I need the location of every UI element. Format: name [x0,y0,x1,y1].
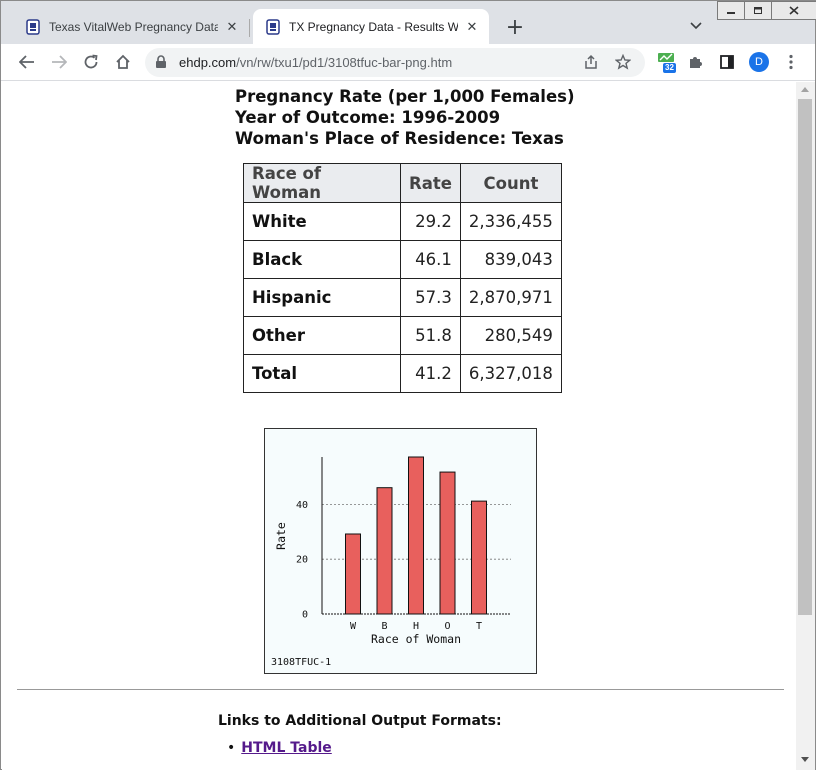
tab-title: TX Pregnancy Data - Results Win [289,19,458,34]
count-cell: 2,870,971 [459,278,562,317]
count-cell: 839,043 [459,240,562,279]
links-heading: Links to Additional Output Formats: [218,713,502,729]
forward-arrow-icon[interactable] [49,52,69,72]
rate-cell: 46.1 [400,240,461,279]
table-row: Total 41.2 6,327,018 [243,354,562,393]
scrollbar-thumb[interactable] [798,99,812,615]
side-panel-icon[interactable] [717,52,737,72]
bar-chart-svg: 0 20 40 W B H O T Race of Woman Rate 3108TFUC-1 [271,456,511,668]
extension-badge-count: 32 [663,63,676,73]
heading-line: Year of Outcome: 1996-2009 [235,108,501,127]
bar [471,500,487,615]
window-close-icon[interactable] [771,1,816,20]
y-tick-label: 40 [296,500,308,511]
column-header: Count [459,163,562,203]
row-label: Hispanic [243,278,401,317]
bar [439,471,456,615]
extensions-puzzle-icon[interactable] [685,52,705,72]
table-header-row: Race of Woman Rate Count [243,163,562,203]
table-row: White 29.2 2,336,455 [243,202,562,241]
page-content: Pregnancy Rate (per 1,000 Females) Year … [2,82,796,770]
list-item: • HTML Table [227,740,332,756]
x-axis-title: Race of Woman [371,632,461,646]
table-row: Other 51.8 280,549 [243,316,562,355]
x-tick-label: B [381,621,387,632]
x-tick-label: W [350,621,357,632]
column-header: Rate [400,163,461,203]
y-axis-title: Rate [274,522,288,550]
heading-line: Pregnancy Rate (per 1,000 Females) [235,87,575,106]
bar [345,533,361,615]
x-tick-label: T [476,621,482,632]
count-cell: 6,327,018 [459,354,562,393]
row-label: Black [243,240,401,279]
site-favicon-icon [26,18,40,35]
table-row: Hispanic 57.3 2,870,971 [243,278,562,317]
minimize-icon[interactable] [717,1,745,20]
bookmark-star-icon[interactable] [613,52,633,72]
restore-icon[interactable] [744,1,772,20]
bar [376,487,393,615]
home-icon[interactable] [113,52,133,72]
window-controls [717,1,816,21]
bar-chart: 0 20 40 W B H O T Race of Woman Rate 3108TFUC-1 [264,428,537,674]
reload-icon[interactable] [81,52,101,72]
x-tick-label: O [444,621,450,632]
x-tick-label: H [413,621,419,632]
column-header: Race of Woman [243,163,401,203]
tab-results-window[interactable]: TX Pregnancy Data - Results Win ✕ [253,9,489,44]
scroll-up-arrow-icon[interactable] [801,87,809,92]
results-table: Race of Woman Rate Count White 29.2 2,33… [243,163,562,393]
rate-cell: 57.3 [400,278,461,317]
scroll-down-arrow-icon[interactable] [801,757,809,762]
row-label: Total [243,354,401,393]
address-bar[interactable]: ehdp.com/vn/rw/txu1/pd1/3108tfuc-bar-png… [145,48,645,77]
lock-icon [156,55,166,68]
heading-line: Woman's Place of Residence: Texas [235,129,564,148]
url-text: ehdp.com/vn/rw/txu1/pd1/3108tfuc-bar-png… [179,55,453,70]
y-tick-label: 0 [302,610,308,621]
chart-footnote: 3108TFUC-1 [271,657,331,668]
horizontal-divider [17,689,784,690]
tab-strip: Texas VitalWeb Pregnancy Data - ✕ TX Pre… [1,1,816,44]
extension-calendar-icon[interactable]: 32 [657,51,679,73]
table-row: Black 46.1 839,043 [243,240,562,279]
share-icon[interactable] [581,52,601,72]
back-arrow-icon[interactable] [17,52,37,72]
vertical-scrollbar[interactable] [796,82,815,770]
bar [408,456,424,615]
tab-title: Texas VitalWeb Pregnancy Data - [49,19,218,34]
new-tab-button[interactable]: + [505,14,525,40]
report-heading: Pregnancy Rate (per 1,000 Females) Year … [235,86,575,149]
tab-close-icon[interactable]: ✕ [466,18,478,34]
rate-cell: 29.2 [400,202,461,241]
tab-texas-vitalweb[interactable]: Texas VitalWeb Pregnancy Data - ✕ [13,9,249,44]
count-cell: 2,336,455 [459,202,562,241]
tab-close-icon[interactable]: ✕ [226,18,238,34]
menu-kebab-icon[interactable] [781,52,801,72]
html-table-link[interactable]: HTML Table [241,740,332,756]
row-label: Other [243,316,401,355]
tab-search-chevron-icon[interactable] [686,16,706,36]
bullet: • [227,740,236,756]
site-favicon-icon [266,18,280,35]
count-cell: 280,549 [459,316,562,355]
profile-avatar[interactable]: D [749,52,769,72]
tab-separator [249,19,250,37]
row-label: White [243,202,401,241]
rate-cell: 41.2 [400,354,461,393]
y-tick-label: 20 [296,555,308,566]
browser-toolbar: ehdp.com/vn/rw/txu1/pd1/3108tfuc-bar-png… [1,44,815,81]
rate-cell: 51.8 [400,316,461,355]
